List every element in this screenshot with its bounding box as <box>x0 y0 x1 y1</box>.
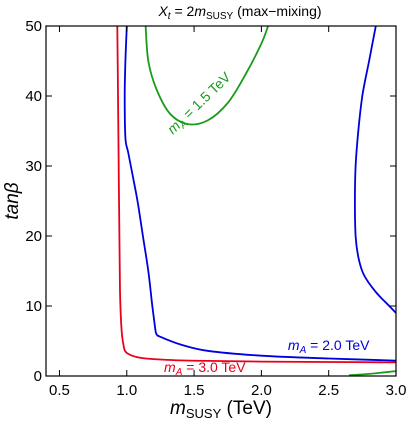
title-m: m <box>194 3 206 19</box>
title-m-sub: SUSY <box>206 11 234 22</box>
curves-layer <box>116 25 397 377</box>
x-axis-title: mSUSY (TeV) <box>170 398 272 421</box>
xlabel-m: m <box>170 398 186 419</box>
xlabel-unit: (TeV) <box>221 398 272 419</box>
series-1-label-m: m <box>288 337 300 353</box>
x-tick-label-5: 3.0 <box>386 382 407 399</box>
y-tick-label-2: 20 <box>25 228 42 245</box>
series-0-label: mA = 3.0 TeV <box>164 359 246 378</box>
x-tick-label-1: 1.0 <box>116 382 137 399</box>
xlabel-m-sub: SUSY <box>186 406 222 421</box>
x-tick-label-4: 2.5 <box>318 382 339 399</box>
y-axis-title: tanβ <box>2 182 23 219</box>
series-2-curve-0 <box>144 25 269 126</box>
chart-title: Xt = 2mSUSY (max−mixing) <box>157 3 321 22</box>
series-1-label-eq: = 2.0 TeV <box>306 337 370 353</box>
y-tick-label-5: 50 <box>25 18 42 35</box>
series-0-curve-0 <box>116 25 397 364</box>
title-eq: = 2 <box>171 3 195 19</box>
y-tick-label-4: 40 <box>25 88 42 105</box>
x-tick-label-2: 1.5 <box>184 382 205 399</box>
x-tick-label-3: 2.0 <box>251 382 272 399</box>
series-1-label-sub: A <box>299 345 307 356</box>
series-2-curve-1 <box>348 370 397 377</box>
series-2-label-eq: = 1.5 TeV <box>177 68 234 124</box>
series-0-label-eq: = 3.0 TeV <box>182 359 246 375</box>
plot-frame <box>45 25 397 377</box>
x-tick-label-0: 0.5 <box>49 382 70 399</box>
title-suffix: (max−mixing) <box>233 3 321 19</box>
series-2-label: mA = 1.5 TeV <box>164 68 236 139</box>
series-1-curve-1 <box>354 25 397 314</box>
ticks-layer: 0.5 1.0 1.5 2.0 2.5 3.0 0 10 20 30 40 50 <box>25 18 406 399</box>
series-1-label: mA = 2.0 TeV <box>288 337 370 356</box>
series-1-curve-0 <box>123 25 397 362</box>
title-var-sub: t <box>168 11 172 22</box>
y-tick-label-1: 10 <box>25 298 42 315</box>
y-tick-label-3: 30 <box>25 158 42 175</box>
title-var: X <box>157 3 168 19</box>
series-0-label-m: m <box>164 359 176 375</box>
series-0-label-sub: A <box>175 367 183 378</box>
y-tick-label-0: 0 <box>34 368 42 385</box>
